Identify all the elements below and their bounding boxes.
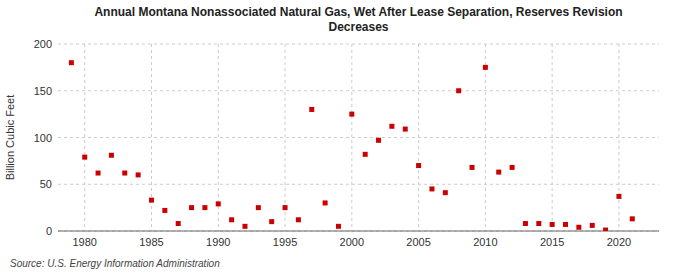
y-tick-label: 200 xyxy=(34,38,52,50)
x-tick-label: 1995 xyxy=(273,236,297,248)
point xyxy=(109,153,114,158)
grid-line-x xyxy=(351,44,352,231)
x-axis-line xyxy=(58,231,659,232)
point xyxy=(550,222,555,227)
x-tick-label: 1990 xyxy=(206,236,230,248)
point xyxy=(536,221,541,226)
grid-line-x xyxy=(418,44,419,231)
grid-line-x xyxy=(485,44,486,231)
point xyxy=(202,205,207,210)
point xyxy=(269,219,274,224)
y-tick-label: 0 xyxy=(46,225,52,237)
x-tick-label: 2010 xyxy=(473,236,497,248)
point xyxy=(283,205,288,210)
title: Annual Montana Nonassociated Natural Gas… xyxy=(94,5,622,34)
point xyxy=(590,223,595,228)
source-note: Source: U.S. Energy Information Administ… xyxy=(10,258,220,269)
y-tick-label: 100 xyxy=(34,132,52,144)
chart: Annual Montana Nonassociated Natural Gas… xyxy=(0,0,675,275)
point xyxy=(389,124,394,129)
grid-line-y xyxy=(58,90,659,91)
point xyxy=(176,221,181,226)
x-tick-label: 2005 xyxy=(406,236,430,248)
axes: 0 50 100 150 200 1980 1985 1990 1995 2000 2005 2010… xyxy=(34,38,659,248)
point xyxy=(443,190,448,195)
y-tick-label: 50 xyxy=(40,178,52,190)
point xyxy=(349,112,354,117)
point xyxy=(496,170,501,175)
grid-line-x xyxy=(285,44,286,231)
grid-line-x xyxy=(618,44,619,231)
point xyxy=(429,186,434,191)
point xyxy=(69,60,74,65)
grid xyxy=(58,44,659,231)
point xyxy=(483,65,488,70)
x-tick-label: 1980 xyxy=(72,236,96,248)
grid-line-y xyxy=(58,184,659,185)
x-tick-label: 2020 xyxy=(607,236,631,248)
point xyxy=(256,205,261,210)
point xyxy=(149,198,154,203)
grid-line-x xyxy=(84,44,85,231)
x-tick-label: 1985 xyxy=(139,236,163,248)
point xyxy=(403,127,408,132)
point xyxy=(336,224,341,229)
point xyxy=(376,138,381,143)
point xyxy=(416,163,421,168)
grid-line-y xyxy=(58,44,659,45)
point xyxy=(296,217,301,222)
point xyxy=(563,222,568,227)
grid-line-x xyxy=(552,44,553,231)
point xyxy=(363,152,368,157)
point xyxy=(616,194,621,199)
point xyxy=(323,200,328,205)
point xyxy=(470,165,475,170)
title-line: Decreases xyxy=(328,20,388,34)
x-tick-label: 2000 xyxy=(340,236,364,248)
y-axis-label: Billion Cubic Feet xyxy=(4,95,16,181)
point xyxy=(309,107,314,112)
point xyxy=(189,205,194,210)
grid-line-y xyxy=(58,231,659,232)
point xyxy=(523,221,528,226)
point xyxy=(162,208,167,213)
point xyxy=(82,155,87,160)
point xyxy=(96,171,101,176)
x-tick-label: 2015 xyxy=(540,236,564,248)
point xyxy=(136,172,141,177)
point xyxy=(122,171,127,176)
points xyxy=(69,60,635,231)
title-line: Annual Montana Nonassociated Natural Gas… xyxy=(94,5,622,19)
point xyxy=(229,217,234,222)
y-tick-label: 150 xyxy=(34,85,52,97)
point xyxy=(576,225,581,230)
grid-line-x xyxy=(151,44,152,231)
point xyxy=(603,228,608,231)
point xyxy=(630,216,635,221)
point xyxy=(456,88,461,93)
grid-line-y xyxy=(58,137,659,138)
point xyxy=(510,165,515,170)
point xyxy=(242,224,247,229)
point xyxy=(216,201,221,206)
